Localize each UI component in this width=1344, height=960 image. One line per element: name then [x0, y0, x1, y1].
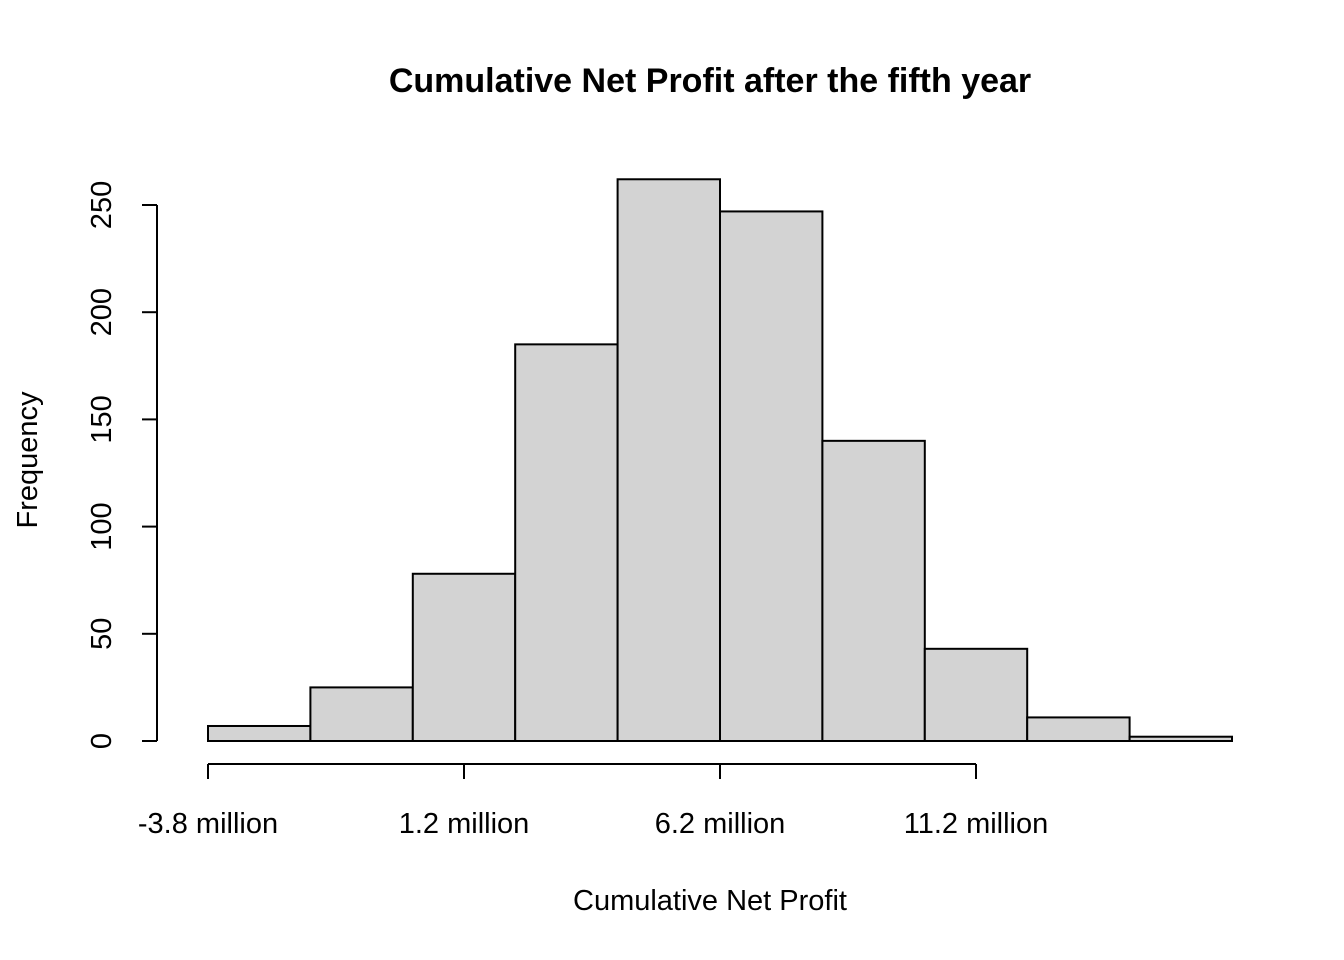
histogram-bar	[821, 439, 926, 742]
y-axis: 0 50 100 150 200 250	[86, 181, 158, 749]
x-tick-label: -3.8 million	[138, 808, 278, 840]
y-tick-label: 150	[86, 395, 118, 443]
x-tick-label: 1.2 million	[399, 808, 530, 840]
y-tick-label: 100	[86, 502, 118, 550]
chart-title: Cumulative Net Profit after the fifth ye…	[389, 62, 1031, 100]
y-axis-label: Frequency	[12, 391, 44, 529]
histogram-bar	[1128, 735, 1233, 742]
y-tick-label: 250	[86, 181, 118, 229]
y-tick-label: 200	[86, 288, 118, 336]
x-axis-label: Cumulative Net Profit	[573, 885, 847, 917]
histogram-bar	[514, 343, 619, 742]
histogram-bar	[923, 647, 1029, 742]
histogram-bar	[616, 178, 721, 743]
histogram-bar	[1026, 716, 1131, 743]
y-tick-label: 50	[86, 618, 118, 650]
histogram-bar	[207, 724, 312, 743]
x-tick-label: 6.2 million	[655, 808, 786, 840]
x-axis: -3.8 million 1.2 million 6.2 million 11.2 m…	[138, 763, 1049, 840]
x-tick-label: 11.2 million	[904, 808, 1049, 840]
bars-group	[207, 178, 1233, 743]
histogram-bar	[719, 210, 824, 742]
y-tick-label: 0	[86, 733, 118, 749]
histogram-bar	[309, 686, 414, 743]
histogram-bar	[411, 572, 517, 742]
